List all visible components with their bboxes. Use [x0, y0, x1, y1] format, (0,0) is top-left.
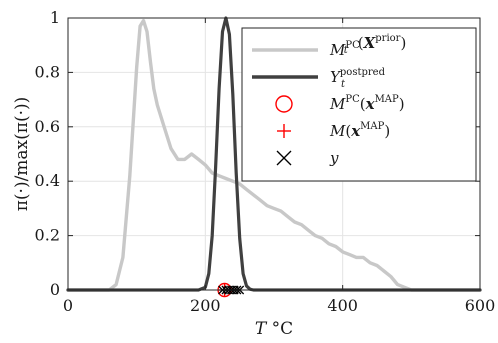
legend-swatch: [276, 150, 292, 166]
y-tick-label: 0.8: [35, 62, 60, 81]
y-tick-label: 0.4: [35, 171, 60, 190]
legend-item-plus: M(xMAP): [277, 121, 390, 140]
x-tick-label: 0: [63, 296, 73, 315]
x-tick-label: 600: [465, 296, 496, 315]
legend-item-post: Ypostpred t: [252, 67, 386, 90]
x-tick-label: 400: [327, 296, 358, 315]
y-tick-label: 0: [50, 280, 60, 299]
legend-swatch: [275, 95, 293, 113]
y-axis-label: π(·)/max(π(·)): [12, 97, 32, 212]
legend-label: MPC(xMAP): [329, 94, 405, 113]
series-line-postpred: [66, 16, 482, 292]
legend-item-prior: MPCt (Xprior): [252, 33, 406, 59]
y-tick-label: 0.6: [35, 117, 60, 136]
series-layer: [66, 16, 482, 292]
legend-label: MPCt (Xprior): [329, 33, 406, 59]
axes: 0 200 400 600 0 0.2 0.4 0.6 0.8 1 T °C π(·)/max(π(·…: [12, 8, 495, 339]
x-axis-label: T °C: [255, 319, 293, 339]
series-line-prior: [66, 19, 482, 292]
legend-label: y: [329, 149, 339, 167]
y-tick-label: 1: [50, 8, 60, 27]
legend: MPCt (Xprior) Ypostpred t MPC(xMAP) M(xMAP) y: [241, 27, 477, 182]
x-tick-label: 200: [190, 296, 221, 315]
legend-swatch: [277, 124, 291, 138]
y-tick-label: 0.2: [35, 226, 60, 245]
legend-label: Ypostpred t: [330, 67, 386, 90]
plot-frame: [67, 17, 481, 291]
legend-label: M(xMAP): [329, 121, 390, 140]
legend-item-ys: y: [276, 149, 339, 167]
legend-item-circ: MPC(xMAP): [275, 94, 405, 113]
